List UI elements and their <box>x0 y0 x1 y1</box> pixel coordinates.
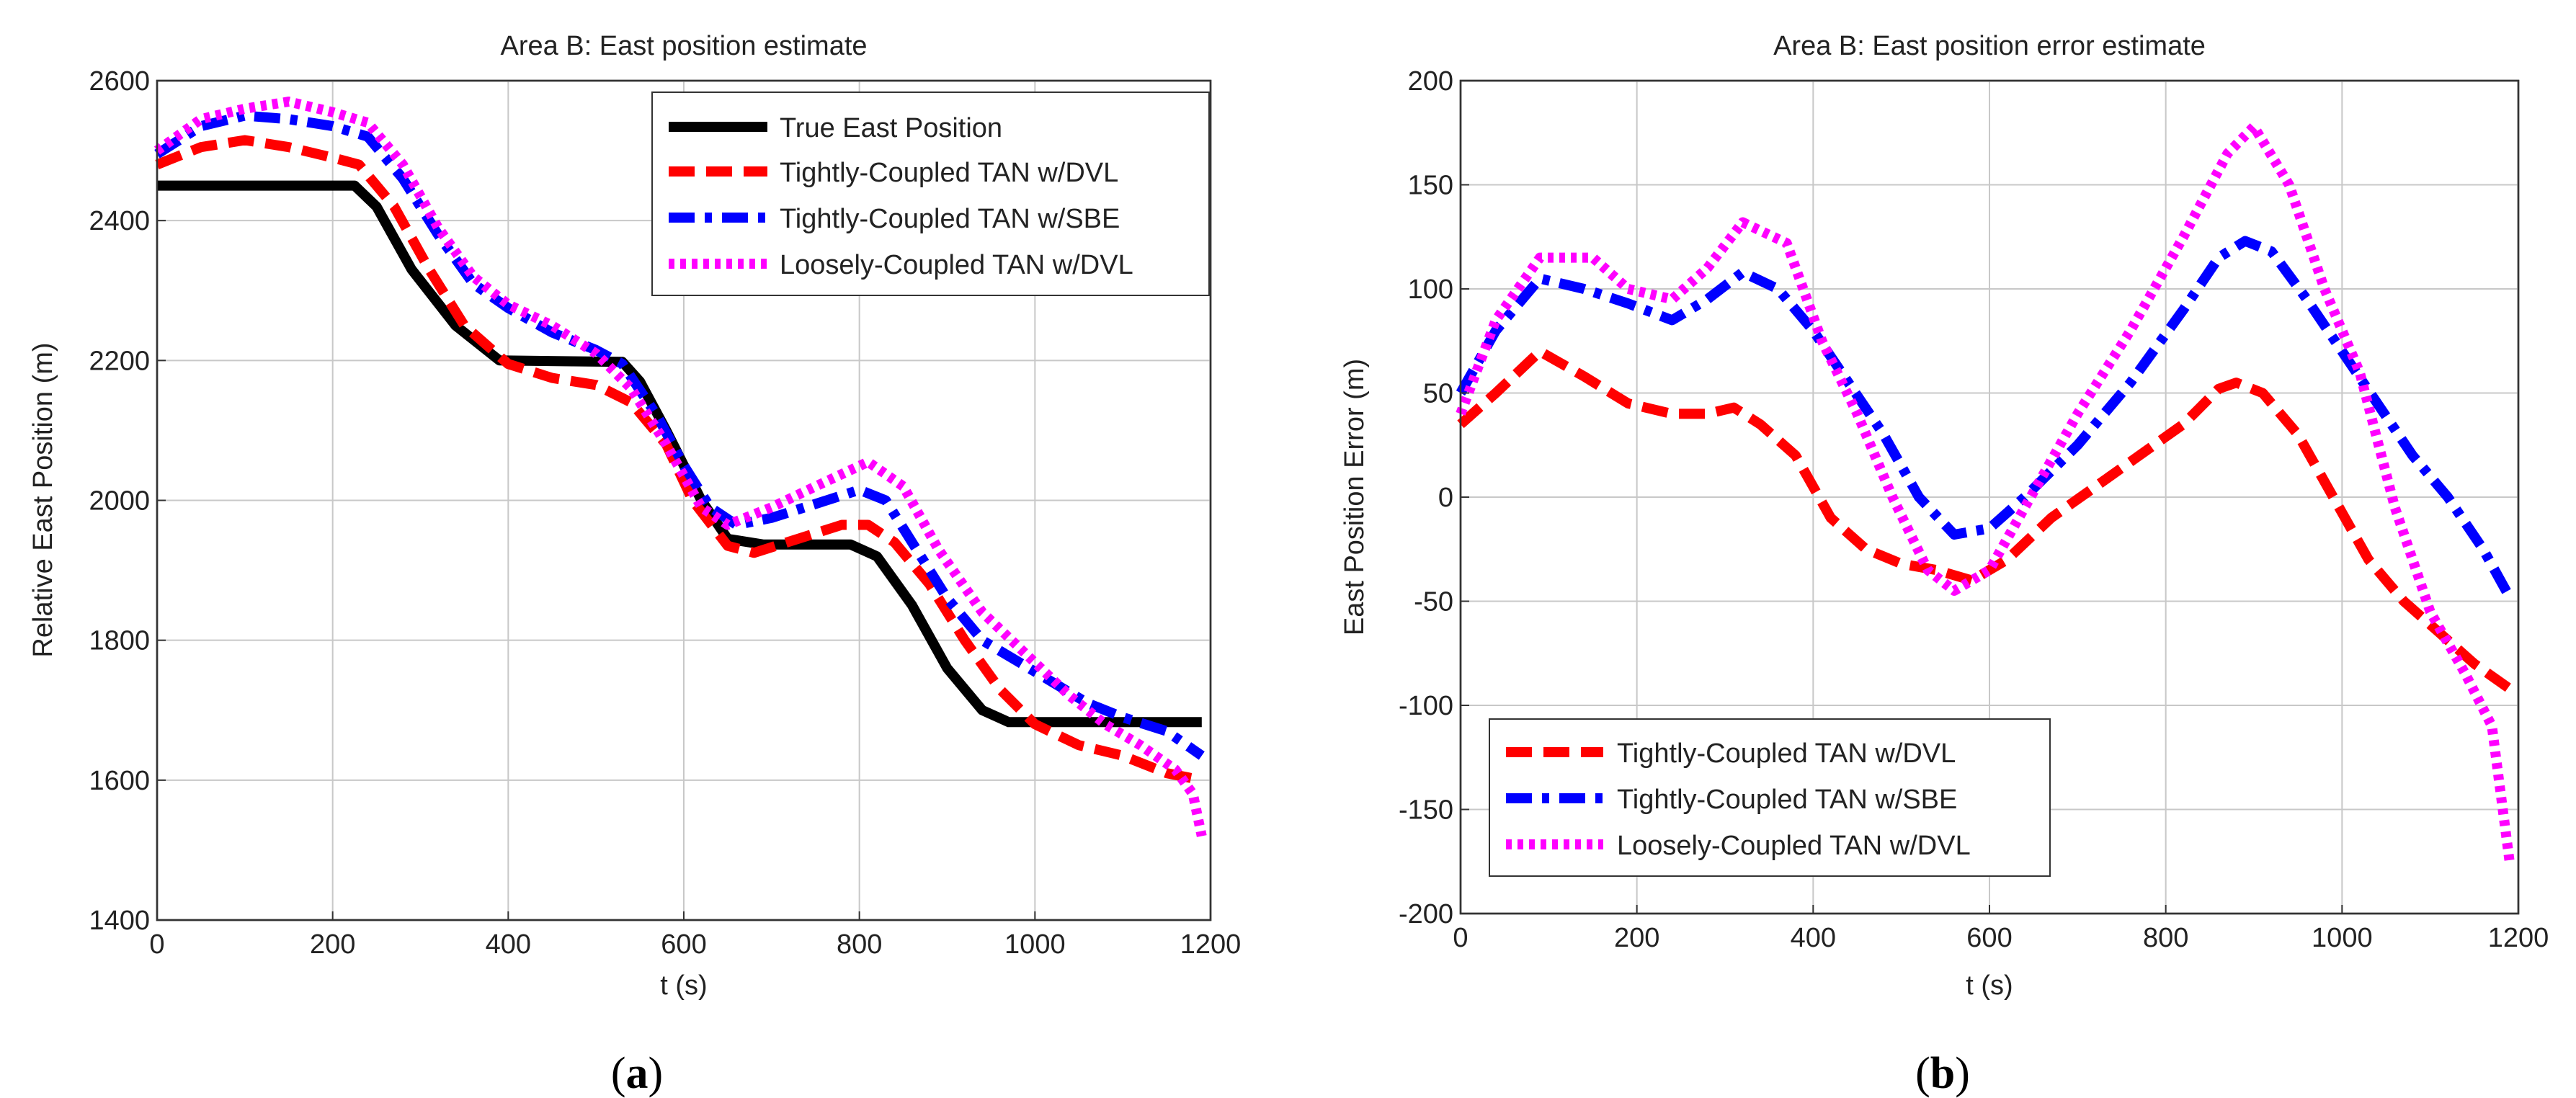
x-tick-label: 600 <box>1966 923 2012 953</box>
series-line-loosely-coupled-tan-w-dvl <box>153 97 1207 837</box>
caption-close-paren: ) <box>649 1049 664 1098</box>
chart-east-position-error: 0 200 400 600 800 1000 1200 -200 -150 -100 -50 0 50… <box>1340 31 2549 1098</box>
legend-label-tc-dvl: Tightly-Coupled TAN w/DVL <box>1617 738 1956 769</box>
legend-label-lc-dvl: Loosely-Coupled TAN w/DVL <box>1617 831 1971 861</box>
subfigure-caption-b: (b) <box>1915 1049 1970 1098</box>
y-tick-label: -100 <box>1399 691 1453 721</box>
y-tick-label: -150 <box>1399 795 1453 826</box>
chart-title: Area B: East position estimate <box>500 31 867 61</box>
x-axis-label: t (s) <box>1966 970 2013 1001</box>
x-tick-label: 1200 <box>2488 923 2549 953</box>
y-tick-label: 150 <box>1408 171 1453 201</box>
y-tick-label: 100 <box>1408 274 1453 305</box>
y-tick-label: 2400 <box>89 206 150 236</box>
series-group <box>153 97 1207 837</box>
legend-label-lc-dvl: Loosely-Coupled TAN w/DVL <box>780 250 1133 280</box>
legend-label-tc-sbe: Tightly-Coupled TAN w/SBE <box>780 204 1120 234</box>
y-tick-label: -50 <box>1414 587 1453 617</box>
caption-close-paren: ) <box>1955 1049 1970 1098</box>
x-tick-label: 0 <box>149 929 164 960</box>
x-axis-label: t (s) <box>660 970 707 1001</box>
x-tick-label: 200 <box>1614 923 1659 953</box>
chart-east-position: 0 200 400 600 800 1000 1200 1400 1600 1800 2000 22… <box>28 31 1241 1098</box>
caption-letter: b <box>1930 1049 1955 1098</box>
y-tick-label: 0 <box>1438 483 1453 513</box>
series-line-tightly-coupled-tan-w-dvl <box>1457 346 2513 693</box>
x-tick-label: 0 <box>1453 923 1468 953</box>
y-tick-label: 1800 <box>89 626 150 656</box>
x-ticks: 0 200 400 600 800 1000 1200 <box>1453 905 2549 953</box>
x-tick-label: 1000 <box>1004 929 1066 960</box>
legend: True East Position Tightly-Coupled TAN w… <box>651 92 1210 296</box>
x-tick-label: 400 <box>486 929 531 960</box>
x-tick-label: 1000 <box>2312 923 2373 953</box>
x-tick-label: 400 <box>1791 923 1836 953</box>
legend: Tightly-Coupled TAN w/DVL Tightly-Couple… <box>1489 718 2051 877</box>
y-tick-label: 1600 <box>89 766 150 796</box>
y-tick-label: -200 <box>1399 899 1453 929</box>
caption-letter: a <box>626 1049 649 1098</box>
y-ticks: -200 -150 -100 -50 0 50 100 150 200 <box>1399 66 1469 929</box>
series-group <box>1456 121 2515 862</box>
series-line-tightly-coupled-tan-w-dvl <box>155 135 1203 785</box>
subfigure-caption-a: (a) <box>611 1049 663 1098</box>
x-tick-label: 200 <box>310 929 355 960</box>
x-tick-label: 600 <box>661 929 706 960</box>
y-axis-label: East Position Error (m) <box>1340 359 1370 635</box>
legend-label-true-east-position: True East Position <box>780 113 1002 143</box>
x-tick-label: 800 <box>2143 923 2188 953</box>
y-tick-label: 2200 <box>89 346 150 376</box>
y-tick-label: 50 <box>1423 379 1453 409</box>
caption-open-paren: ( <box>611 1049 626 1098</box>
x-tick-label: 1200 <box>1180 929 1242 960</box>
caption-open-paren: ( <box>1915 1049 1930 1098</box>
y-tick-label: 2000 <box>89 486 150 517</box>
legend-label-tc-sbe: Tightly-Coupled TAN w/SBE <box>1617 785 1957 815</box>
series-line-tightly-coupled-tan-w-sbe <box>154 110 1205 760</box>
y-tick-label: 2600 <box>89 66 150 97</box>
y-tick-label: 1400 <box>89 906 150 936</box>
legend-label-tc-dvl: Tightly-Coupled TAN w/DVL <box>780 158 1118 188</box>
chart-title: Area B: East position error estimate <box>1773 31 2206 61</box>
x-ticks: 0 200 400 600 800 1000 1200 <box>149 911 1241 960</box>
y-axis-label: Relative East Position (m) <box>28 342 58 657</box>
y-ticks: 1400 1600 1800 2000 2200 2400 2600 <box>89 66 166 936</box>
x-tick-label: 800 <box>837 929 882 960</box>
y-tick-label: 200 <box>1408 66 1453 97</box>
